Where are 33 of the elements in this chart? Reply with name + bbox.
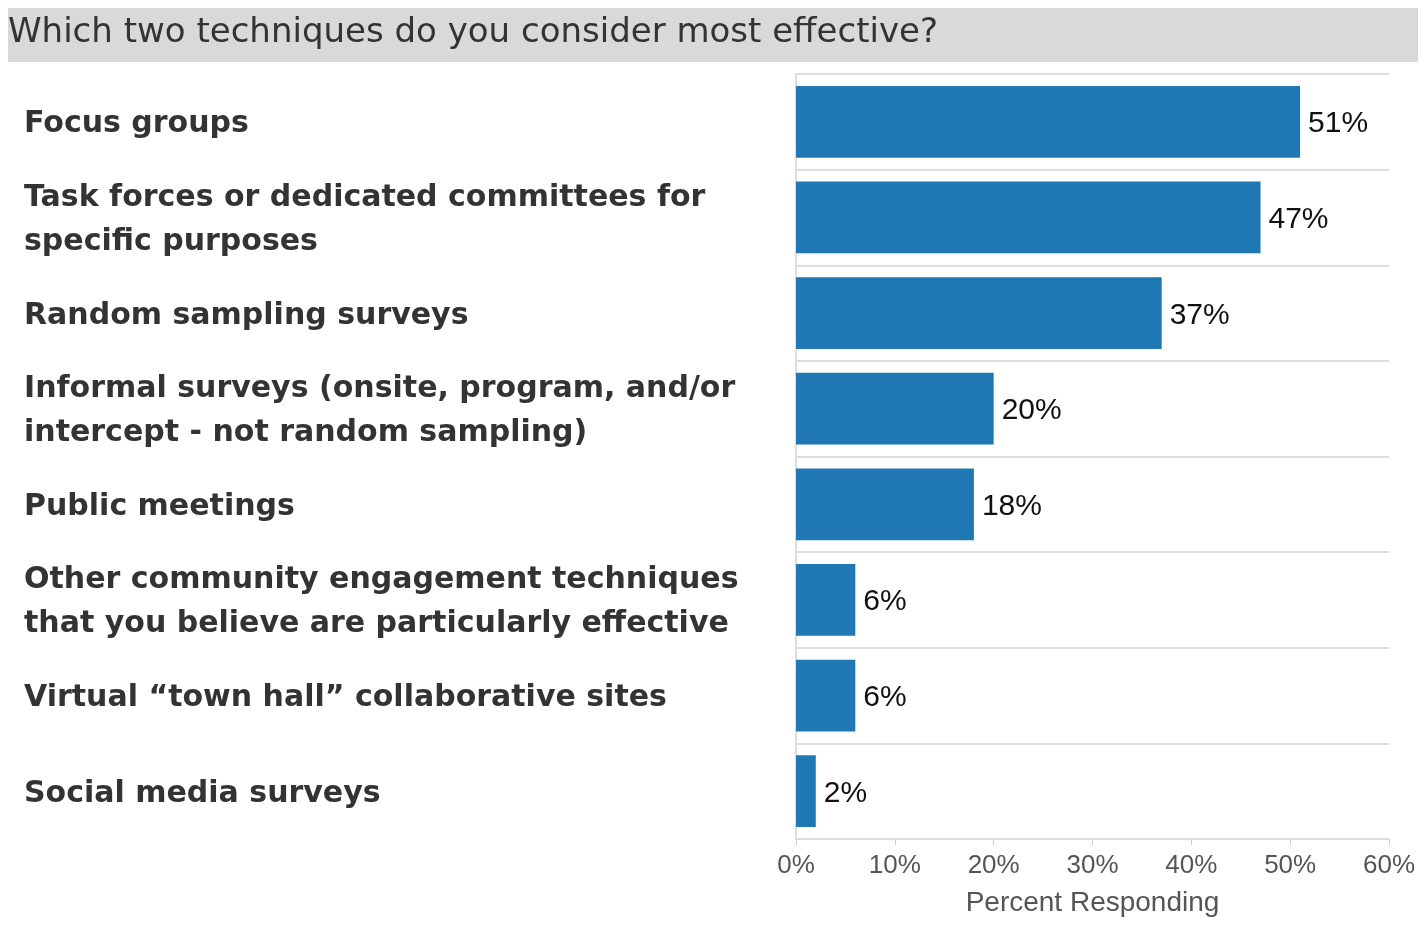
bar bbox=[796, 181, 1261, 254]
bar bbox=[796, 564, 856, 636]
y-tick-label: Task forces or dedicated committees for specific purposes bbox=[24, 177, 716, 257]
y-tick-label: Social media surveys bbox=[24, 773, 381, 809]
bar bbox=[796, 372, 994, 445]
data-label: 6% bbox=[863, 583, 907, 617]
bar bbox=[796, 659, 856, 732]
data-label: 6% bbox=[863, 679, 907, 713]
x-tick-label: 60% bbox=[1362, 849, 1415, 879]
data-label: 18% bbox=[981, 487, 1042, 521]
data-label: 2% bbox=[823, 774, 868, 808]
x-tick-label: 20% bbox=[967, 849, 1020, 879]
x-tick-label: 40% bbox=[1165, 849, 1218, 879]
bar bbox=[796, 755, 816, 828]
x-tick-label: 50% bbox=[1264, 849, 1317, 879]
text: Which two techniques do you consider most effective? bbox=[8, 10, 939, 50]
x-tick-label: 30% bbox=[1066, 849, 1119, 879]
data-label: 37% bbox=[1169, 296, 1230, 330]
x-tick-label: 0% bbox=[777, 849, 815, 879]
y-tick-label: Focus groups bbox=[24, 104, 249, 140]
y-tick-label: Virtual “town hall” collaborative sites bbox=[24, 678, 667, 714]
x-tick-label: 10% bbox=[868, 849, 921, 879]
y-tick-label: Other community engagement techniques that you believe are particularly effective bbox=[24, 560, 749, 640]
x-axis-title: Percent Responding bbox=[965, 885, 1220, 917]
data-label: 47% bbox=[1268, 200, 1329, 234]
bar bbox=[796, 85, 1301, 158]
y-tick-label: Informal surveys (onsite, program, and/or intercept - not random sampling) bbox=[24, 369, 746, 449]
bar bbox=[796, 277, 1162, 349]
data-label: 20% bbox=[1001, 392, 1062, 426]
bar bbox=[796, 468, 974, 541]
y-tick-label: Public meetings bbox=[24, 486, 295, 522]
y-tick-label: Random sampling surveys bbox=[24, 295, 469, 331]
data-label: 51% bbox=[1308, 105, 1369, 139]
